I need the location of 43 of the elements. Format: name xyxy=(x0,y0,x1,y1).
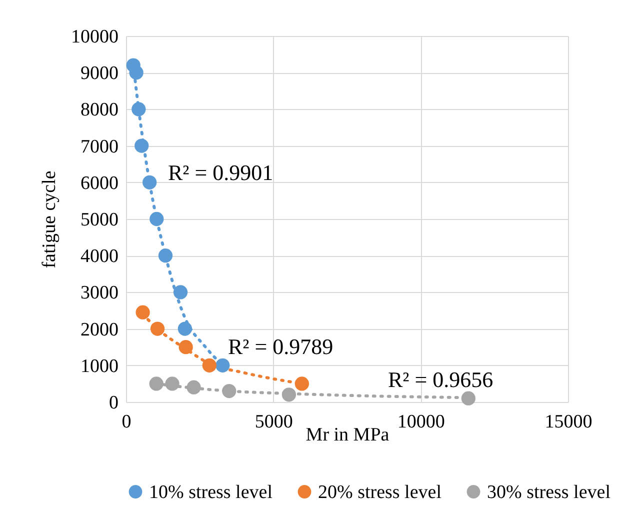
point xyxy=(216,358,230,372)
y-tick-label: 8000 xyxy=(80,100,118,121)
point xyxy=(282,388,296,402)
point xyxy=(178,340,193,354)
y-tick-label: 10000 xyxy=(71,26,118,48)
point xyxy=(129,66,144,80)
y-tick-label: 7000 xyxy=(80,136,118,158)
y-tick-label: 0 xyxy=(109,392,118,414)
legend-label: 20% stress level xyxy=(318,482,442,503)
point xyxy=(165,376,180,391)
y-tick-label: 9000 xyxy=(80,63,118,84)
point xyxy=(132,102,146,116)
x-tick-label: 0 xyxy=(122,412,132,432)
point xyxy=(186,380,201,394)
annotation: R² = 0.9789 xyxy=(228,334,334,359)
x-tick-label: 15000 xyxy=(544,412,592,432)
x-axis-title: Mr in MPa xyxy=(306,424,390,446)
legend-label: 10% stress level xyxy=(149,482,272,503)
point xyxy=(178,322,192,336)
y-tick-label: 2000 xyxy=(80,319,118,340)
point xyxy=(173,285,188,300)
x-tick-label: 10000 xyxy=(397,412,445,432)
x-tick-label: 5000 xyxy=(254,412,293,432)
annotation: R² = 0.9901 xyxy=(168,160,274,185)
y-tick-label: 6000 xyxy=(80,172,118,194)
point xyxy=(134,138,149,153)
y-tick-label: 1000 xyxy=(80,356,118,377)
legend-label: 30% stress level xyxy=(487,482,610,503)
y-axis-title: fatigue cycle xyxy=(39,170,60,268)
y-tick-label: 5000 xyxy=(80,210,118,230)
point xyxy=(150,322,165,336)
point xyxy=(136,305,150,320)
point xyxy=(202,358,216,372)
point xyxy=(142,175,157,190)
annotation: R² = 0.9656 xyxy=(388,367,494,392)
point xyxy=(149,376,164,391)
point xyxy=(294,376,309,391)
point xyxy=(222,384,236,398)
y-tick-label: 4000 xyxy=(80,246,118,268)
point xyxy=(461,391,476,406)
y-tick-label: 3000 xyxy=(80,282,118,304)
point xyxy=(150,212,164,226)
point xyxy=(158,248,173,263)
